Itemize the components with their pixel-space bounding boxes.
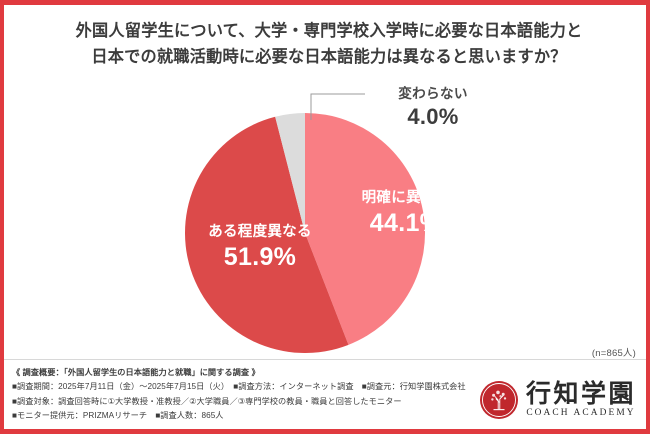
survey-monitor-provider: ■モニター提供元：PRIZMAリサーチ ■調査人数：865人: [12, 411, 224, 421]
brand-name-en: COACH ACADEMY: [526, 408, 636, 419]
pie-slice-aruteido-kotonaru[interactable]: [185, 116, 349, 353]
pie-svg: [185, 113, 426, 353]
title-line-2: 日本での就職活動時に必要な日本語能力は異なると思いますか？: [91, 48, 567, 66]
survey-overview-heading: 《 調査概要：「外国人留学生の日本語能力と就職」に関する調査 》: [12, 368, 260, 377]
pie-chart: 変わらない 4.0% 明確に異なる 44.1% ある程度異なる 51.9% (n…: [4, 83, 650, 359]
title-line-1: 外国人留学生について、大学・専門学校入学時に必要な日本語能力と: [75, 22, 583, 40]
page-title: 外国人留学生について、大学・専門学校入学時に必要な日本語能力と 日本での就職活動…: [4, 18, 650, 70]
pie-slice-kawaranai[interactable]: [275, 113, 305, 233]
footer: 《 調査概要：「外国人留学生の日本語能力と就職」に関する調査 》 ■調査期間：2…: [4, 359, 646, 429]
brand-logo-text: 行知学園 COACH ACADEMY: [526, 381, 636, 418]
brand-logo: 行知学園 COACH ACADEMY: [479, 380, 636, 420]
survey-period-method-source: ■調査期間：2025年7月11日（金）〜2025年7月15日（火） ■調査方法：…: [12, 382, 466, 392]
pie-graphic: [159, 113, 451, 353]
sample-size-note: (n=865人): [591, 348, 636, 359]
leader-line-kawaranai-icon: [310, 93, 365, 120]
survey-overview: 《 調査概要：「外国人留学生の日本語能力と就職」に関する調査 》 ■調査期間：2…: [12, 366, 490, 424]
coach-academy-seal-icon: [479, 381, 518, 419]
pie-slice-meikaku-ni-kotonaru[interactable]: [305, 113, 426, 345]
slice-label-kawaranai-text: 変わらない: [398, 86, 468, 101]
survey-target: ■調査対象：調査回答時に①大学教授・准教授／②大学職員／③専門学校の教員・職員と…: [12, 396, 402, 406]
brand-name-jp: 行知学園: [525, 379, 636, 409]
